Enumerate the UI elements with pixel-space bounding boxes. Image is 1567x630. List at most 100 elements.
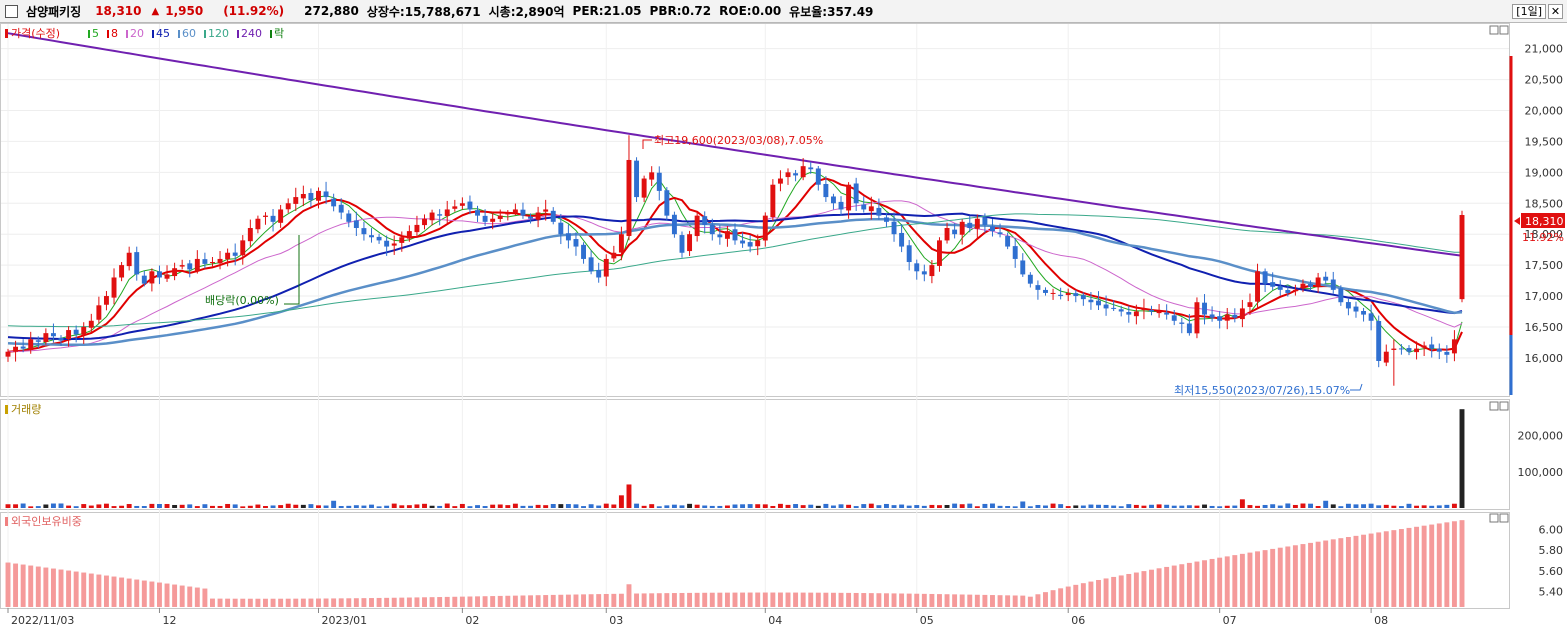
foreign-panel	[0, 512, 1510, 609]
candle-body	[1308, 283, 1314, 287]
volume-bar	[649, 504, 655, 508]
foreign-ratio-bar	[997, 595, 1003, 607]
panel-buttons-foreign[interactable]	[1489, 513, 1509, 523]
candle-body	[1255, 271, 1260, 302]
candle-body	[346, 213, 352, 222]
legend-ma-label: 5	[92, 27, 99, 40]
candle-body	[119, 265, 125, 278]
candle-body	[891, 221, 897, 235]
candle-body	[1186, 323, 1192, 334]
foreign-ratio-bar	[35, 566, 41, 607]
candle-body	[1459, 215, 1465, 300]
volume-bar	[815, 505, 821, 508]
period-button[interactable]: [1일]	[1512, 4, 1546, 19]
volume-bar	[528, 505, 533, 508]
candle-body	[1315, 277, 1321, 287]
volume-bar	[429, 505, 435, 508]
candle-body	[338, 204, 344, 213]
candle-body	[149, 271, 155, 284]
volume-bar	[1315, 506, 1321, 508]
foreign-ratio-bar	[1118, 575, 1124, 607]
foreign-ratio-bar	[50, 568, 56, 607]
stock-name[interactable]: 삼양패키징	[26, 4, 82, 19]
y-tick-label: 5.40	[1539, 585, 1564, 598]
close-panel-icon[interactable]	[1499, 513, 1509, 523]
candle-body	[1179, 322, 1185, 324]
foreign-ratio-bar	[1043, 592, 1048, 607]
ma-line-120	[7, 213, 1463, 328]
volume-bar	[149, 503, 155, 508]
candle-body	[1149, 309, 1154, 312]
foreign-ratio-bar	[444, 596, 450, 607]
volume-bar	[270, 505, 276, 508]
candle-body	[1126, 312, 1132, 315]
candle-body	[770, 184, 776, 218]
candle-body	[1368, 313, 1374, 321]
panel-buttons-volume[interactable]	[1489, 401, 1509, 411]
candle-body	[921, 271, 927, 275]
candle-body	[376, 236, 382, 241]
close-panel-icon[interactable]	[1499, 25, 1509, 35]
volume-bar	[1262, 504, 1268, 508]
foreign-ratio-bar	[1073, 584, 1079, 607]
foreign-ratio-bar	[96, 574, 102, 607]
restore-icon[interactable]	[1489, 401, 1499, 411]
volume-bar	[278, 505, 284, 508]
ma-line-45	[7, 212, 1463, 341]
volume-bar	[732, 504, 738, 508]
candle-body	[1292, 289, 1298, 292]
y-tick-label: 17,000	[1525, 290, 1564, 303]
volume-bar	[361, 505, 367, 508]
candle-body	[1202, 302, 1207, 315]
candle-body	[73, 329, 79, 335]
volume-bar	[353, 505, 359, 508]
candle-body	[1217, 316, 1223, 321]
volume-bar	[876, 505, 882, 508]
candle-body	[1043, 289, 1048, 293]
foreign-ratio-bar	[588, 594, 594, 607]
candle-body	[694, 215, 700, 237]
volume-bar	[141, 506, 147, 508]
close-icon[interactable]: ✕	[1548, 4, 1563, 19]
restore-icon[interactable]	[1489, 513, 1499, 523]
close-panel-icon[interactable]	[1499, 401, 1509, 411]
foreign-ratio-bar	[217, 598, 223, 607]
candle-body	[914, 263, 920, 272]
panel-buttons-price[interactable]	[1489, 25, 1509, 35]
volume-bar	[1088, 504, 1094, 508]
restore-icon[interactable]	[1489, 25, 1499, 35]
volume-bar	[119, 505, 125, 508]
volume-bar	[1421, 505, 1427, 508]
volume-bar	[1338, 506, 1344, 508]
candle-body	[1020, 260, 1026, 275]
volume-bar	[921, 505, 927, 508]
volume-bar	[1330, 504, 1336, 508]
x-tick-label: 2023/01	[321, 614, 367, 627]
volume-bar	[1126, 504, 1132, 508]
per-value: PER:21.05	[572, 4, 642, 18]
volume-bar	[830, 505, 836, 508]
foreign-ratio-bar	[1202, 560, 1207, 607]
foreign-ratio-bar	[429, 597, 435, 607]
candle-body	[997, 232, 1003, 235]
foreign-ratio-bar	[1383, 531, 1389, 607]
candlesticks	[5, 135, 1465, 386]
volume-bar	[952, 503, 958, 508]
volume-bar	[520, 505, 526, 508]
candle-body	[588, 257, 594, 272]
foreign-ratio-bar	[225, 598, 231, 607]
volume-bar	[709, 505, 715, 508]
candle-body	[1323, 276, 1329, 281]
select-checkbox[interactable]	[5, 4, 18, 18]
volume-bar	[883, 503, 889, 508]
foreign-ratio-bar	[815, 592, 821, 607]
up-arrow-icon: ▲	[151, 5, 160, 17]
candle-body	[1058, 294, 1064, 297]
candle-body	[1376, 321, 1382, 361]
candle-body	[497, 215, 503, 219]
y-tick-label: 17,500	[1525, 259, 1564, 272]
candle-body	[391, 243, 397, 246]
candle-body	[331, 198, 337, 207]
volume-bar	[156, 504, 162, 508]
candle-body	[81, 326, 87, 335]
